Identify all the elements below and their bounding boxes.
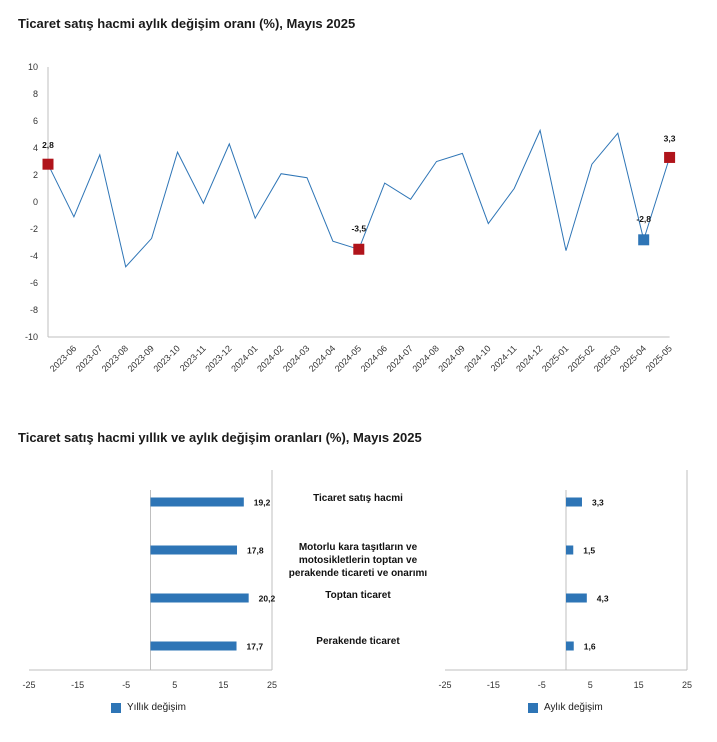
yearly-x-tick-label: -5 [122, 680, 130, 690]
data-label: 3,3 [664, 133, 676, 143]
yearly-x-tick-label: 5 [172, 680, 177, 690]
legend-yearly: Yıllık değişim [111, 702, 186, 713]
legend-yearly-swatch [111, 702, 121, 713]
highlight-marker [42, 158, 54, 170]
x-tick-label: 2023-09 [126, 343, 156, 373]
monthly-value-label: 1,6 [584, 642, 596, 652]
x-tick-label: 2024-05 [333, 343, 363, 373]
y-tick-label: 0 [33, 197, 38, 207]
line-chart-title: Ticaret satış hacmi aylık değişim oranı … [18, 16, 356, 31]
legend-monthly-swatch [528, 702, 538, 713]
x-tick-label: 2024-07 [385, 343, 415, 373]
highlight-marker [353, 243, 365, 255]
yearly-bar [150, 641, 237, 651]
monthly-value-label: 4,3 [597, 594, 609, 604]
x-tick-label: 2023-07 [74, 343, 104, 373]
category-label: Motorlu kara taşıtların ve [299, 542, 418, 553]
category-label: Perakende ticaret [316, 636, 400, 647]
x-tick-label: 2025-03 [592, 343, 622, 373]
y-tick-label: -8 [30, 305, 38, 315]
x-tick-label: 2024-11 [489, 343, 519, 373]
yearly-value-label: 20,2 [259, 594, 276, 604]
x-tick-label: 2023-08 [100, 343, 130, 373]
y-tick-label: -2 [30, 224, 38, 234]
yearly-value-label: 17,7 [247, 642, 264, 652]
x-tick-label: 2023-11 [178, 343, 208, 373]
y-tick-label: -6 [30, 278, 38, 288]
category-label: Ticaret satış hacmi [313, 493, 403, 504]
x-tick-label: 2024-09 [436, 343, 466, 373]
monthly-x-tick-label: -25 [438, 680, 451, 690]
y-tick-label: 2 [33, 170, 38, 180]
data-label: -2,8 [636, 214, 651, 224]
bar-chart-title: Ticaret satış hacmi yıllık ve aylık deği… [18, 430, 422, 445]
monthly-x-tick-label: 25 [682, 680, 692, 690]
x-tick-label: 2024-01 [229, 343, 259, 373]
legend-monthly-label: Aylık değişim [544, 702, 603, 713]
x-tick-label: 2023-12 [203, 343, 233, 373]
x-tick-label: 2024-12 [514, 343, 544, 373]
monthly-bar [566, 641, 574, 651]
yearly-value-label: 17,8 [247, 546, 264, 556]
x-tick-label: 2024-06 [359, 343, 389, 373]
x-tick-label: 2025-04 [618, 343, 648, 373]
yearly-x-tick-label: -25 [22, 680, 35, 690]
x-tick-label: 2023-10 [151, 343, 181, 373]
monthly-bar [566, 545, 574, 555]
y-tick-label: -4 [30, 251, 38, 261]
data-label: 2,8 [42, 140, 54, 150]
y-tick-label: 4 [33, 143, 38, 153]
legend-yearly-label: Yıllık değişim [127, 702, 186, 713]
yearly-x-tick-label: -15 [71, 680, 84, 690]
yearly-value-label: 19,2 [254, 498, 271, 508]
category-label: motosikletlerin toptan ve [299, 555, 418, 566]
legend-monthly: Aylık değişim [528, 702, 603, 713]
x-tick-label: 2025-01 [540, 343, 570, 373]
yearly-bar [150, 497, 244, 507]
highlight-marker [638, 234, 650, 246]
highlight-marker [664, 151, 676, 163]
x-tick-label: 2024-03 [281, 343, 311, 373]
data-label: -3,5 [351, 223, 366, 233]
y-tick-label: -10 [25, 332, 38, 342]
x-tick-label: 2024-04 [307, 343, 337, 373]
monthly-x-tick-label: -5 [538, 680, 546, 690]
x-tick-label: 2023-06 [48, 343, 78, 373]
y-tick-label: 10 [28, 62, 38, 72]
monthly-bar [566, 497, 582, 507]
y-tick-label: 6 [33, 116, 38, 126]
y-tick-label: 8 [33, 89, 38, 99]
x-tick-label: 2025-02 [566, 343, 596, 373]
monthly-value-label: 3,3 [592, 498, 604, 508]
x-tick-label: 2024-10 [462, 343, 492, 373]
yearly-bar [150, 545, 238, 555]
monthly-value-label: 1,5 [583, 546, 595, 556]
yearly-x-tick-label: 25 [267, 680, 277, 690]
monthly-x-tick-label: -15 [487, 680, 500, 690]
yearly-bar [150, 593, 249, 603]
x-tick-label: 2024-08 [410, 343, 440, 373]
category-label: Toptan ticaret [325, 590, 391, 601]
x-tick-label: 2024-02 [255, 343, 285, 373]
yearly-x-tick-label: 15 [218, 680, 228, 690]
category-label: perakende ticareti ve onarımı [289, 568, 428, 579]
monthly-x-tick-label: 15 [634, 680, 644, 690]
monthly-x-tick-label: 5 [588, 680, 593, 690]
monthly-bar [566, 593, 587, 603]
x-tick-label: 2025-05 [644, 343, 674, 373]
